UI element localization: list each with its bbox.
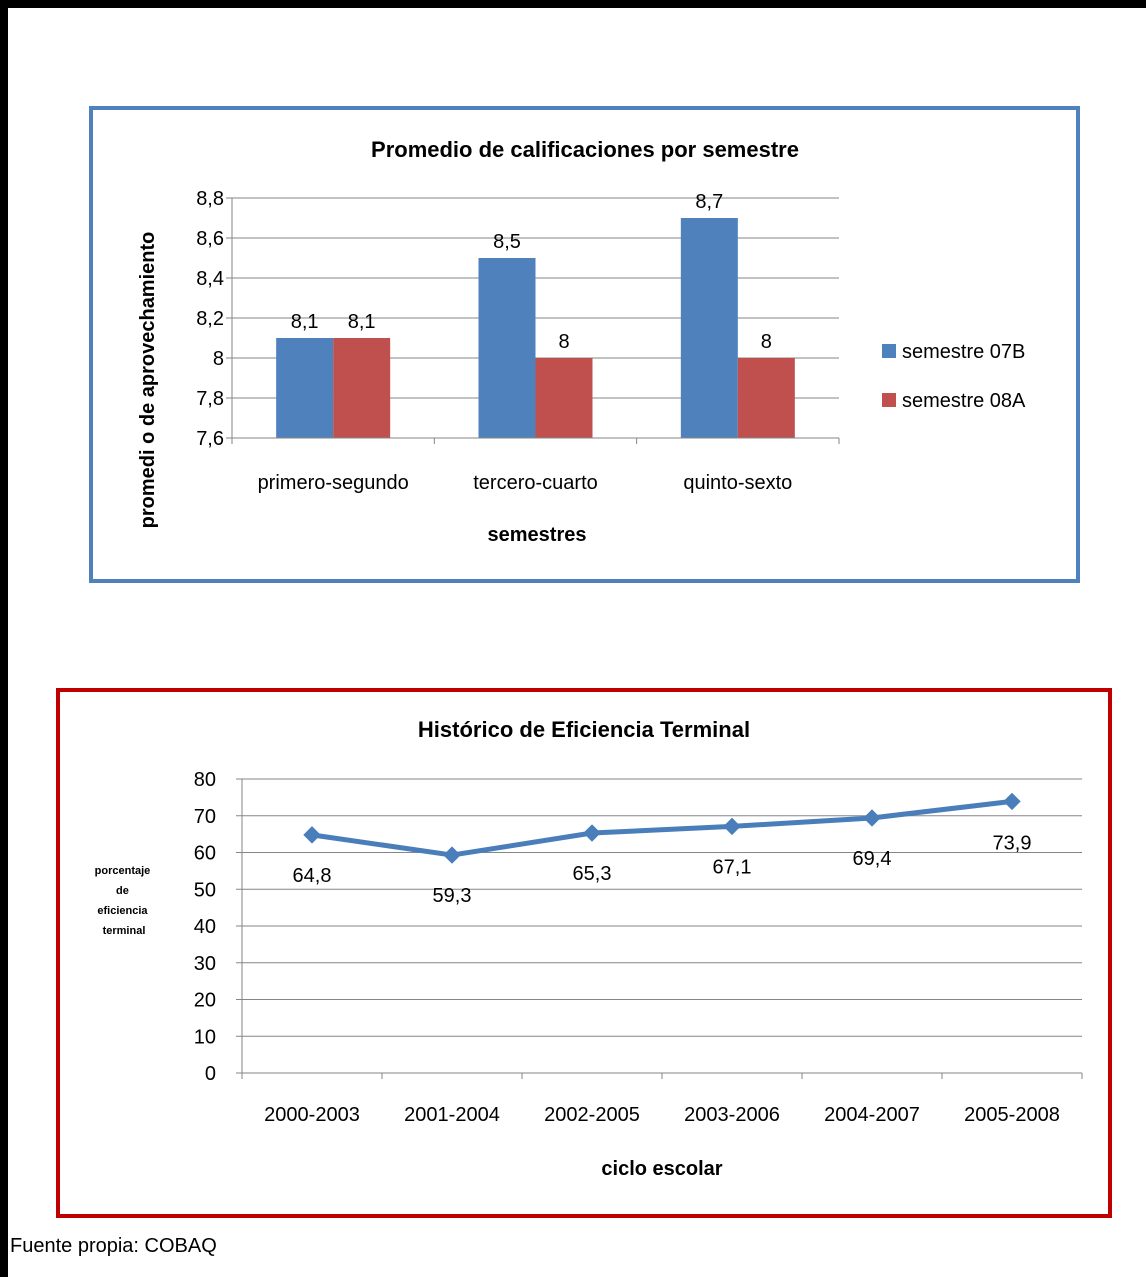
x-tick-label: 2005-2008 [964, 1104, 1060, 1126]
line-chart-x-axis-title: ciclo escolar [601, 1158, 722, 1180]
y-tick-label: 10 [194, 1026, 216, 1048]
data-point [583, 824, 601, 842]
series-line [311, 798, 1013, 858]
x-tick-label: 2001-2004 [404, 1104, 500, 1126]
x-tick-label: 2003-2006 [684, 1104, 780, 1126]
y-tick-label: 8,8 [196, 188, 224, 210]
bar-chart: Promedio de calificaciones por semestre … [89, 106, 1080, 583]
line-chart-data-labels: 64,8 59,3 65,3 67,1 69,4 73,9 [293, 832, 1032, 907]
data-label: 8 [761, 331, 772, 353]
data-label: 65,3 [573, 863, 612, 885]
bar-chart-x-axis-title: semestres [488, 524, 587, 546]
bar-chart-bars [276, 218, 795, 438]
legend-label-semestre-08a: semestre 08A [902, 390, 1026, 412]
y-tick-label: 8,4 [196, 268, 224, 290]
bar [276, 338, 334, 438]
data-label: 8,5 [493, 231, 521, 253]
x-tick-label: primero-segundo [258, 472, 409, 494]
x-tick-label: 2002-2005 [544, 1104, 640, 1126]
y-tick-label: 40 [194, 916, 216, 938]
data-label: 59,3 [433, 885, 472, 907]
line-chart-x-ticks: 2000-2003 2001-2004 2002-2005 2003-2006 2004… [264, 1104, 1060, 1126]
bar-chart-y-axis-title: promedi o de aprovechamiento [137, 232, 159, 529]
y-tick-label: 70 [194, 806, 216, 828]
data-label: 8,1 [348, 311, 376, 333]
y-tick-label: 60 [194, 843, 216, 865]
y-axis-title-line: de [116, 885, 129, 897]
line-chart-frame [56, 688, 1112, 1218]
y-tick-label: 8,2 [196, 308, 224, 330]
legend-swatch-semestre-08a [882, 393, 896, 407]
data-label: 8 [558, 331, 569, 353]
bar [535, 358, 593, 438]
line-chart: Histórico de Eficiencia Terminal 0 10 20 30… [56, 688, 1112, 1218]
data-point [723, 817, 741, 836]
data-label: 73,9 [993, 832, 1032, 854]
x-tick-label: quinto-sexto [683, 472, 792, 494]
data-label: 64,8 [293, 865, 332, 887]
data-label: 8,7 [695, 191, 723, 213]
y-tick-label: 8,6 [196, 228, 224, 250]
bar [680, 218, 738, 438]
legend-swatch-semestre-07b [882, 344, 896, 358]
bar [478, 258, 536, 438]
bar-chart-data-labels: 8,1 8,1 8,5 8 8,7 8 [291, 191, 772, 353]
y-tick-label: 7,8 [196, 388, 224, 410]
legend-label-semestre-07b: semestre 07B [902, 341, 1025, 363]
y-tick-label: 50 [194, 879, 216, 901]
line-chart-y-ticks: 0 10 20 30 40 50 60 70 80 [194, 769, 216, 1085]
bar [333, 338, 391, 438]
y-tick-label: 8 [213, 348, 224, 370]
data-label: 67,1 [713, 856, 752, 878]
data-point [863, 809, 881, 827]
x-tick-label: 2000-2003 [264, 1104, 360, 1126]
data-point [1003, 792, 1021, 811]
y-axis-title-line: porcentaje [95, 865, 151, 877]
bar-chart-frame [89, 106, 1080, 583]
data-point [443, 846, 461, 864]
bar-chart-legend: semestre 07B semestre 08A [882, 341, 1026, 412]
bar-chart-title: Promedio de calificaciones por semestre [371, 137, 799, 162]
y-tick-label: 30 [194, 953, 216, 975]
source-note: Fuente propia: COBAQ [10, 1235, 217, 1257]
line-chart-title: Histórico de Eficiencia Terminal [418, 717, 750, 742]
y-axis-title-line: terminal [103, 925, 146, 937]
line-chart-series [303, 792, 1021, 864]
y-tick-label: 0 [205, 1063, 216, 1085]
data-point [303, 826, 321, 844]
y-axis-title-line: eficiencia [97, 905, 148, 917]
data-label: 69,4 [853, 848, 892, 870]
y-tick-label: 80 [194, 769, 216, 791]
bar-chart-axes [231, 198, 840, 444]
line-chart-y-axis-title: porcentaje de eficiencia terminal [95, 865, 154, 937]
y-tick-label: 20 [194, 990, 216, 1012]
bar-chart-x-ticks: primero-segundo tercero-cuarto quinto-sext… [258, 472, 793, 494]
bar [737, 358, 795, 438]
data-label: 8,1 [291, 311, 319, 333]
y-tick-label: 7,6 [196, 428, 224, 450]
x-tick-label: 2004-2007 [824, 1104, 920, 1126]
bar-chart-y-ticks: 7,6 7,8 8 8,2 8,4 8,6 8,8 [196, 188, 224, 450]
line-chart-axes [241, 779, 1083, 1079]
x-tick-label: tercero-cuarto [473, 472, 598, 494]
